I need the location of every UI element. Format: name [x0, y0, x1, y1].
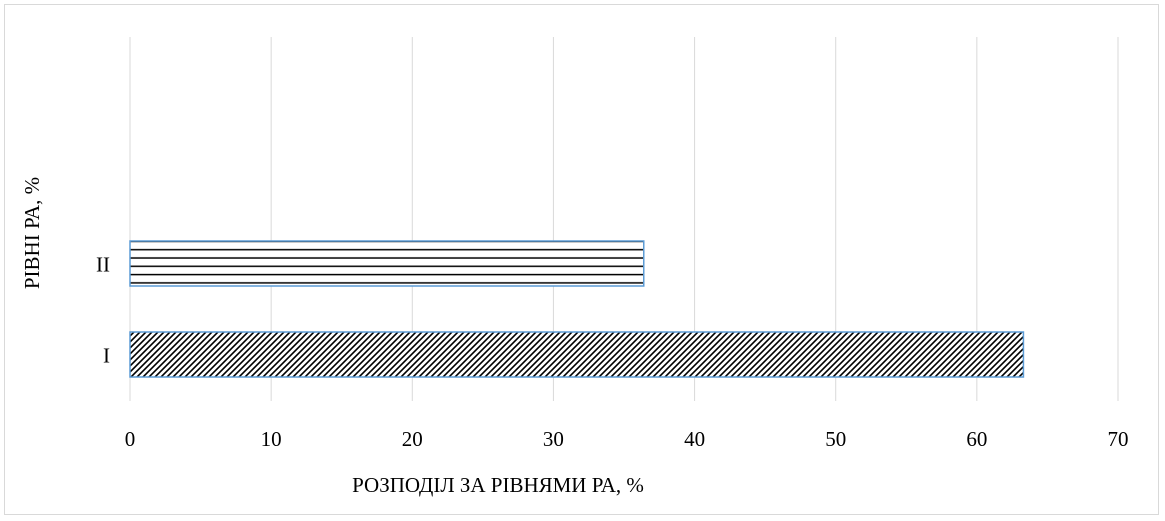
x-tick-label: 10	[261, 427, 282, 451]
y-tick-labels: III	[96, 253, 110, 368]
x-tick-label: 0	[125, 427, 136, 451]
x-tick-label: 70	[1108, 427, 1129, 451]
y-tick-label: I	[103, 344, 110, 368]
bar-chart: 0 10 20 30 40 50 60 70 III РОЗПОДІЛ ЗА РІВНЯМИ …	[20, 37, 1129, 497]
bar-I	[129, 331, 1025, 378]
y-axis-title: РІВНІ РА, %	[20, 177, 44, 289]
y-tick-label: II	[96, 253, 110, 277]
chart-frame: 0 10 20 30 40 50 60 70 I II РОЗПОДІЛ ЗА РІВНЯМИ …	[4, 4, 1159, 515]
x-tick-label: 40	[684, 427, 705, 451]
x-tick-label: 50	[825, 427, 846, 451]
x-axis-title: РОЗПОДІЛ ЗА РІВНЯМИ РА, %	[352, 473, 644, 497]
x-tick-label: 30	[543, 427, 564, 451]
x-tick-label: 20	[402, 427, 423, 451]
x-tick-label: 60	[966, 427, 987, 451]
bar-II	[129, 240, 645, 287]
grid-lines	[129, 37, 1119, 401]
bars	[129, 240, 1025, 378]
x-tick-labels: 0 10 20 30 40 50 60 70	[125, 427, 1129, 451]
